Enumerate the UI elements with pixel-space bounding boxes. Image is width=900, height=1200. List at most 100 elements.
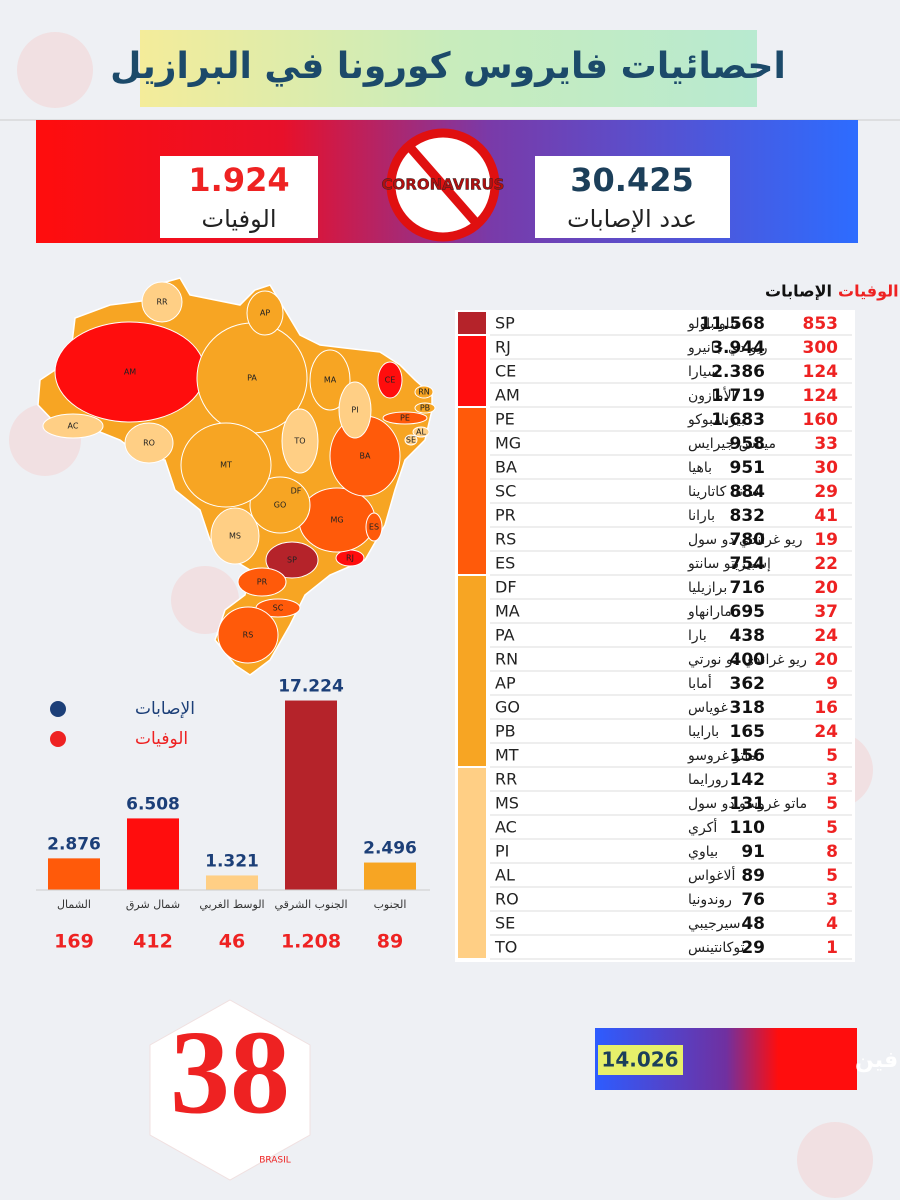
state-cases: 958 xyxy=(730,434,766,454)
state-cases: 832 xyxy=(730,506,766,526)
state-code: MT xyxy=(495,746,519,765)
state-shape xyxy=(414,402,436,414)
state-deaths: 124 xyxy=(803,386,839,406)
bar xyxy=(285,700,337,890)
state-name: سانتا كاتارينا xyxy=(688,484,759,500)
state-deaths: 5 xyxy=(826,794,838,814)
state-shape xyxy=(42,413,104,439)
state-cases: 884 xyxy=(730,482,766,502)
state-cases: 362 xyxy=(730,674,766,694)
state-deaths: 1 xyxy=(826,938,838,958)
state-code: PA xyxy=(495,626,515,645)
state-name: بارايبا xyxy=(688,724,719,740)
state-label: SP xyxy=(287,556,297,565)
state-cases: 89 xyxy=(741,866,765,886)
state-code: SP xyxy=(495,314,515,333)
state-label: MA xyxy=(324,376,337,385)
state-deaths: 37 xyxy=(814,602,838,622)
header-deaths: الوفيات xyxy=(838,282,899,301)
state-deaths: 30 xyxy=(814,458,838,478)
deaths-value: 89 xyxy=(377,931,403,953)
state-deaths: 20 xyxy=(814,578,838,598)
state-label: RS xyxy=(243,631,254,640)
state-name: روندونيا xyxy=(688,892,732,908)
deaths-value: 1.208 xyxy=(281,931,341,953)
group-band xyxy=(458,312,486,334)
state-cases: 318 xyxy=(730,698,766,718)
region-chart: الإصابات الوفيات 2.876 الشمال 169 6.508 شمال… xyxy=(36,677,430,953)
logo-sub: BRASIL xyxy=(259,1156,291,1166)
state-shape xyxy=(365,512,383,542)
state-code: MS xyxy=(495,794,519,813)
logo-text: 38 xyxy=(170,1006,290,1139)
deaths-value: 169 xyxy=(54,931,94,953)
deaths-label: الوفيات xyxy=(202,205,277,233)
state-shape xyxy=(412,426,430,438)
state-label: PB xyxy=(420,404,430,413)
recovered-highlight xyxy=(598,1045,683,1075)
state-name: بارا xyxy=(688,628,707,644)
group-band xyxy=(458,408,486,574)
state-deaths: 41 xyxy=(814,506,838,526)
state-label: AM xyxy=(124,368,136,377)
state-label: SE xyxy=(406,436,416,445)
state-code: AC xyxy=(495,818,517,837)
header-cases: الإصابات xyxy=(765,282,832,301)
state-name: بيرنامبوكو xyxy=(687,412,745,428)
state-cases: 754 xyxy=(730,554,766,574)
state-cases: 400 xyxy=(730,650,766,670)
state-name: توكانتينس xyxy=(688,940,745,956)
state-code: MG xyxy=(495,434,521,453)
state-deaths: 16 xyxy=(814,698,838,718)
logo: 38 BRASIL xyxy=(149,999,311,1181)
state-name: ريو غراندي دو سول xyxy=(688,532,803,548)
state-label: SC xyxy=(273,604,284,613)
state-code: TO xyxy=(494,938,517,957)
state-code: RS xyxy=(495,530,516,549)
state-code: ES xyxy=(495,554,515,573)
state-cases: 91 xyxy=(741,842,765,862)
state-shape xyxy=(309,349,351,411)
state-cases: 3.944 xyxy=(711,338,765,358)
bar xyxy=(364,862,416,890)
state-name: ألاغواس xyxy=(688,866,736,884)
state-code: RN xyxy=(495,650,518,669)
state-name: ريو دي جانيرو xyxy=(687,340,768,356)
state-label: RR xyxy=(156,298,168,307)
state-deaths: 24 xyxy=(814,722,838,742)
state-code: RR xyxy=(495,770,517,789)
state-deaths: 3 xyxy=(826,770,838,790)
state-label: TO xyxy=(293,437,305,446)
title: احصائيات فايروس كورونا في البرازيل xyxy=(110,46,786,87)
state-cases: 76 xyxy=(741,890,765,910)
state-deaths: 22 xyxy=(814,554,838,574)
state-deaths: 160 xyxy=(803,410,839,430)
state-code: PR xyxy=(495,506,516,525)
state-code: DF xyxy=(495,578,517,597)
state-cases: 716 xyxy=(730,578,766,598)
state-label: MS xyxy=(229,532,241,541)
state-deaths: 29 xyxy=(814,482,838,502)
category-label: شمال شرق xyxy=(126,898,180,911)
state-code: CE xyxy=(495,362,516,381)
recovered-value: 14.026 xyxy=(601,1048,678,1072)
state-label: DF xyxy=(291,487,302,496)
deaths-value: 46 xyxy=(219,931,245,953)
state-name: ساو باولو xyxy=(687,316,742,332)
state-cases: 156 xyxy=(730,746,766,766)
deaths-total: 1.924 xyxy=(188,161,289,199)
state-shape xyxy=(141,281,183,323)
cases-label: عدد الإصابات xyxy=(567,205,697,233)
state-label: GO xyxy=(274,501,287,510)
group-band xyxy=(458,336,486,406)
state-label: RN xyxy=(418,388,430,397)
state-name: أمابا xyxy=(688,674,712,692)
state-cases: 142 xyxy=(730,770,766,790)
state-cases: 1.683 xyxy=(711,410,765,430)
state-name: سيرجيبي xyxy=(688,916,740,932)
state-name: برازيليا xyxy=(688,580,727,596)
state-cases: 131 xyxy=(730,794,766,814)
state-label: AC xyxy=(68,422,79,431)
state-deaths: 24 xyxy=(814,626,838,646)
